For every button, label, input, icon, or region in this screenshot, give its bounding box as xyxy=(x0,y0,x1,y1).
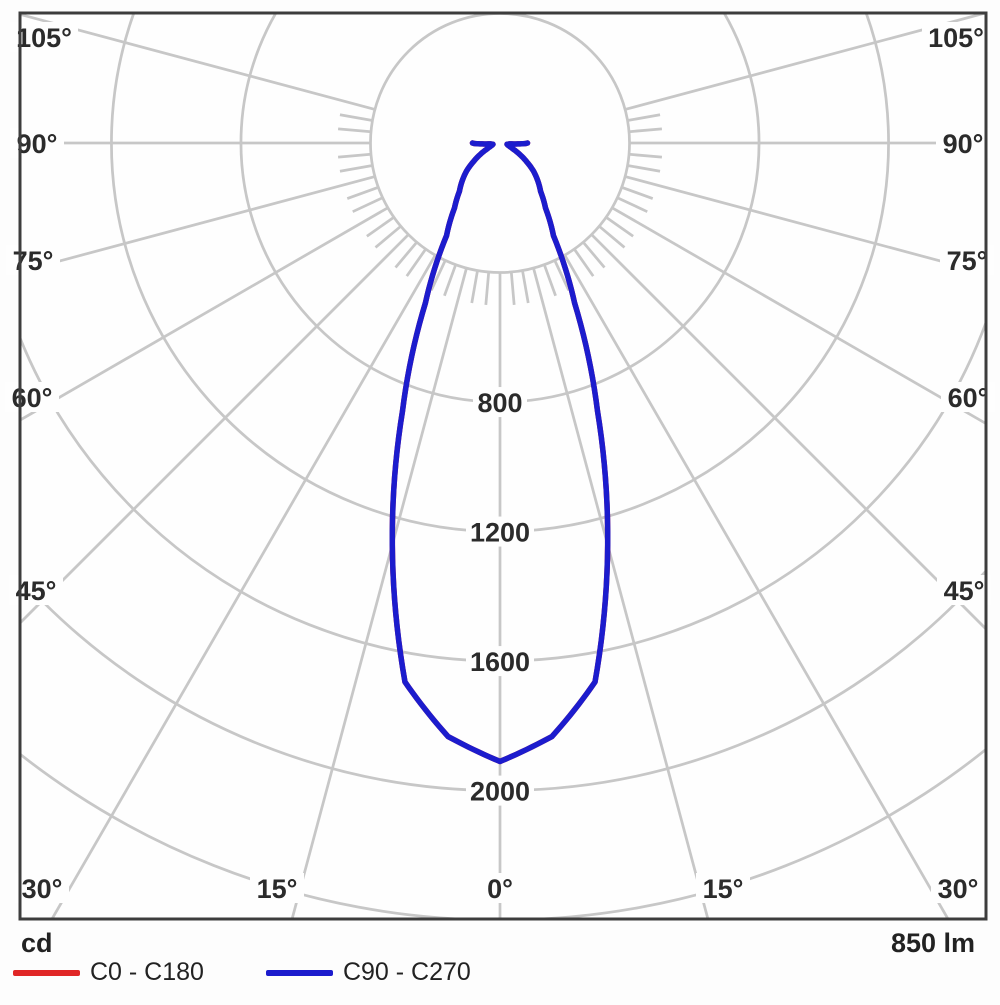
legend-label-c0-c180: C0 - C180 xyxy=(90,958,204,986)
angle-label-left-45: 45° xyxy=(16,576,57,606)
angle-tick-right-100 xyxy=(627,113,661,122)
angle-ray-left-15 xyxy=(290,267,468,919)
angle-label-left-30: 30° xyxy=(22,874,63,904)
angle-label-right-75: 75° xyxy=(947,246,988,276)
angle-label-left-60: 60° xyxy=(12,383,53,413)
angle-label-left-0: 0° xyxy=(487,874,513,904)
ring-label-800: 800 xyxy=(477,388,522,418)
angle-tick-right-70 xyxy=(621,186,654,200)
angle-tick-right-10 xyxy=(521,270,530,304)
angle-tick-right-65 xyxy=(616,196,648,213)
angle-tick-right-80 xyxy=(627,164,661,173)
angle-label-right-30-halo xyxy=(931,873,985,903)
angle-ray-left-60 xyxy=(20,206,389,422)
angle-tick-right-85 xyxy=(628,152,663,159)
angle-tick-left-100 xyxy=(339,113,373,122)
luminous-flux-label: 850 lm xyxy=(890,928,975,958)
ring-label-1200-halo xyxy=(466,516,534,547)
beam-curve-c90-c270 xyxy=(389,140,611,765)
beam-curves xyxy=(389,140,611,765)
angle-ray-left-30 xyxy=(50,254,437,919)
angle-label-left-15-halo xyxy=(250,873,304,903)
angle-ray-right-45 xyxy=(590,233,986,631)
angle-label-right-45: 45° xyxy=(944,576,985,606)
angle-label-left-90: 90° xyxy=(17,129,58,159)
legend-label-c90-c270: C90 - C270 xyxy=(342,958,471,986)
angle-tick-left-40 xyxy=(394,241,418,269)
angle-tick-left-65 xyxy=(352,196,384,213)
ring-label-1600-halo xyxy=(466,646,534,677)
angle-label-right-30: 30° xyxy=(938,874,979,904)
plot-background xyxy=(20,13,986,919)
grid-labels: 0°15° 15°30° 30°45° 45°60° 60°75° 75°90° 90°10… xyxy=(5,22,995,904)
legend-line-red xyxy=(13,969,80,976)
angle-tick-left-55 xyxy=(366,216,395,238)
angle-tick-right-40 xyxy=(582,241,606,269)
angle-tick-right-55 xyxy=(605,216,634,238)
angle-ray-right-60 xyxy=(611,206,986,426)
angle-label-right-105-halo xyxy=(922,22,990,52)
angle-tick-left-20 xyxy=(443,264,457,297)
angle-tick-left-35 xyxy=(405,248,427,277)
angle-ray-left-45 xyxy=(20,233,410,625)
angle-label-right-90: 90° xyxy=(943,129,984,159)
angle-label-left-0-halo xyxy=(480,873,520,903)
angle-label-left-60-halo xyxy=(5,382,59,412)
legend-line-blue xyxy=(265,969,333,976)
angle-tick-right-35 xyxy=(573,248,595,277)
angle-label-right-105: 105° xyxy=(928,23,984,53)
ring-label-2000: 2000 xyxy=(470,777,530,807)
plot-frame xyxy=(18,11,988,921)
angle-ray-left-105 xyxy=(20,13,376,111)
angle-ray-right-75 xyxy=(624,175,986,275)
units-label: cd xyxy=(21,928,53,958)
angle-tick-left-85 xyxy=(337,152,372,159)
angle-label-right-60: 60° xyxy=(948,383,989,413)
legend-item-c90-c270: C90 - C270 xyxy=(265,958,471,987)
angle-tick-left-70 xyxy=(346,186,379,200)
angle-tick-right-20 xyxy=(543,264,557,297)
angle-label-left-30-halo xyxy=(15,873,69,903)
angle-tick-left-95 xyxy=(337,127,372,134)
angle-label-right-15-halo xyxy=(696,873,750,903)
angle-label-left-105: 105° xyxy=(16,23,72,53)
angle-label-right-15: 15° xyxy=(703,874,744,904)
angle-label-left-75-halo xyxy=(6,245,60,275)
angle-tick-right-25 xyxy=(553,259,570,291)
angle-tick-right-50 xyxy=(598,225,626,249)
angle-label-left-45-halo xyxy=(9,575,63,605)
angle-tick-right-5 xyxy=(509,271,516,306)
legend: C0 - C180 C90 - C270 xyxy=(13,958,471,987)
angle-tick-right-95 xyxy=(628,127,663,134)
angle-label-right-45-halo xyxy=(937,575,991,605)
chart-footer: cd 850 lm C0 - C180 C90 - C270 xyxy=(0,924,1000,1000)
angle-ray-right-30 xyxy=(563,254,950,919)
ring-label-1600: 1600 xyxy=(470,647,530,677)
angle-tick-left-25 xyxy=(430,259,447,291)
angle-tick-left-5 xyxy=(484,271,491,306)
angle-tick-left-80 xyxy=(339,164,373,173)
angle-tick-left-50 xyxy=(374,225,402,249)
angle-label-left-15: 15° xyxy=(257,874,298,904)
angle-label-right-90-halo xyxy=(936,128,990,158)
legend-item-c0-c180: C0 - C180 xyxy=(13,958,204,987)
angle-ray-left-75 xyxy=(20,175,376,274)
angle-ray-right-15 xyxy=(532,267,710,919)
angle-tick-left-10 xyxy=(470,270,479,304)
angle-ray-right-105 xyxy=(624,13,986,111)
ring-label-2000-halo xyxy=(466,775,534,806)
ring-label-1200: 1200 xyxy=(470,518,530,548)
ring-label-800-halo xyxy=(473,387,527,418)
